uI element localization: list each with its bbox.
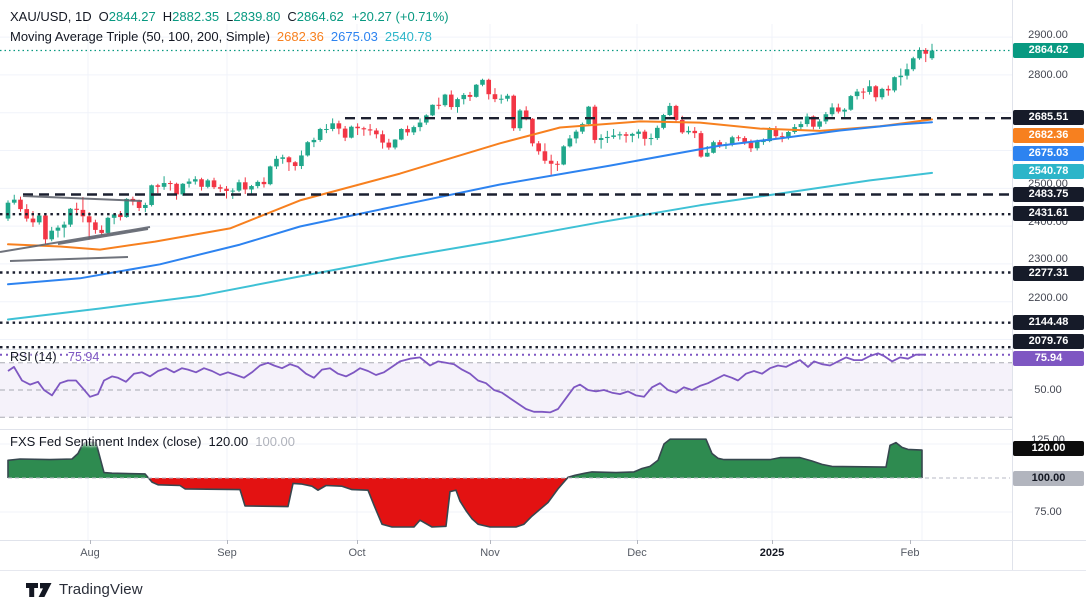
- price-label: 2900.00: [1028, 29, 1068, 41]
- price-badge: 75.94: [1013, 350, 1084, 366]
- price-label: 50.00: [1034, 384, 1062, 396]
- ohlc-values: O2844.27 H2882.35 L2839.80 C2864.62: [92, 8, 344, 25]
- tradingview-attribution[interactable]: TradingView: [26, 581, 143, 598]
- sentiment-indicator-title[interactable]: FXS Fed Sentiment Index (close): [10, 434, 202, 449]
- rsi-line: [7, 352, 926, 414]
- ma-indicator-legend[interactable]: Moving Average Triple (50, 100, 200, Sim…: [10, 28, 432, 46]
- ohlc-key: O: [98, 9, 109, 24]
- ohlc-value: 2839.80: [233, 9, 281, 24]
- sma50-line: [7, 118, 933, 251]
- sentiment-area-positive: [8, 439, 922, 478]
- price-badge: 2144.48: [1013, 314, 1084, 330]
- change-value: +20.27 (+0.71%): [351, 9, 449, 24]
- rsi-indicator-value: 75.94: [68, 350, 100, 364]
- price-badge: 2483.75: [1013, 186, 1084, 202]
- time-tick: [910, 540, 911, 544]
- price-badge: 2540.78: [1013, 163, 1084, 179]
- time-tick: [637, 540, 638, 544]
- time-label: Feb: [900, 547, 920, 559]
- indicator-value: 2540.78: [384, 29, 432, 44]
- ohlc-value: 2882.35: [172, 9, 220, 24]
- price-badge: 2682.36: [1013, 127, 1084, 143]
- price-badge: 100.00: [1013, 470, 1084, 486]
- indicator-value: 2682.36: [276, 29, 324, 44]
- time-label: Oct: [348, 547, 366, 559]
- time-tick: [772, 540, 773, 544]
- sentiment-area-negative: [8, 478, 922, 527]
- price-badge: 2431.61: [1013, 205, 1084, 221]
- ma-indicator-values: 2682.36 2675.03 2540.78: [270, 28, 432, 45]
- price-badge: 2685.51: [1013, 109, 1084, 125]
- price-badge: 2675.03: [1013, 145, 1084, 161]
- gridlines: [0, 24, 1012, 540]
- tradingview-logo-icon: [26, 582, 52, 597]
- indicator-value: 100.00: [255, 434, 296, 449]
- time-tick: [227, 540, 228, 544]
- trendline-drawing[interactable]: [22, 195, 143, 202]
- ohlc-value: 2844.27: [108, 9, 156, 24]
- price-label: 75.00: [1034, 506, 1062, 518]
- price-axis-separator: [1012, 0, 1013, 570]
- price-label: 2800.00: [1028, 69, 1068, 81]
- sentiment-indicator-values: 120.00 100.00: [201, 433, 295, 450]
- time-label: Nov: [480, 547, 500, 559]
- rsi-indicator-legend[interactable]: RSI (14) 75.94: [10, 348, 99, 366]
- sma200-line: [7, 171, 933, 321]
- time-tick: [90, 540, 91, 544]
- price-label: 2200.00: [1028, 292, 1068, 304]
- sentiment-line: [7, 438, 923, 528]
- ma-indicator-title[interactable]: Moving Average Triple (50, 100, 200, Sim…: [10, 29, 270, 44]
- price-badge: 2277.31: [1013, 265, 1084, 281]
- rsi-indicator-title[interactable]: RSI (14): [10, 350, 57, 364]
- trendline-drawing[interactable]: [57, 228, 149, 245]
- time-label: 2025: [759, 547, 785, 559]
- symbol-title[interactable]: XAU/USD, 1D: [10, 9, 92, 24]
- candles-layer: [5, 43, 935, 244]
- indicator-value: 120.00: [208, 434, 249, 449]
- time-axis-separator: [0, 540, 1086, 541]
- price-badge: 2864.62: [1013, 42, 1084, 58]
- time-label: Sep: [217, 547, 237, 559]
- time-label: Aug: [80, 547, 100, 559]
- chart-plot-area[interactable]: [0, 0, 1012, 570]
- symbol-legend[interactable]: XAU/USD, 1D O2844.27 H2882.35 L2839.80 C2864…: [10, 8, 449, 26]
- tradingview-logo-text: TradingView: [59, 581, 143, 598]
- ohlc-key: C: [287, 9, 297, 24]
- trendline-drawing[interactable]: [0, 226, 151, 253]
- ohlc-key: L: [226, 9, 234, 24]
- price-badge: 2079.76: [1013, 333, 1084, 349]
- time-label: Dec: [627, 547, 647, 559]
- sentiment-indicator-legend[interactable]: FXS Fed Sentiment Index (close) 120.00 100…: [10, 433, 295, 451]
- ohlc-key: H: [162, 9, 173, 24]
- time-tick: [357, 540, 358, 544]
- chart-bottom-border: [0, 570, 1086, 571]
- trendline-drawing[interactable]: [9, 256, 129, 262]
- price-label: 2300.00: [1028, 253, 1068, 265]
- time-tick: [490, 540, 491, 544]
- price-badge: 120.00: [1013, 440, 1084, 456]
- sma100-line: [7, 121, 933, 286]
- indicator-value: 2675.03: [330, 29, 378, 44]
- ohlc-value: 2864.62: [296, 9, 344, 24]
